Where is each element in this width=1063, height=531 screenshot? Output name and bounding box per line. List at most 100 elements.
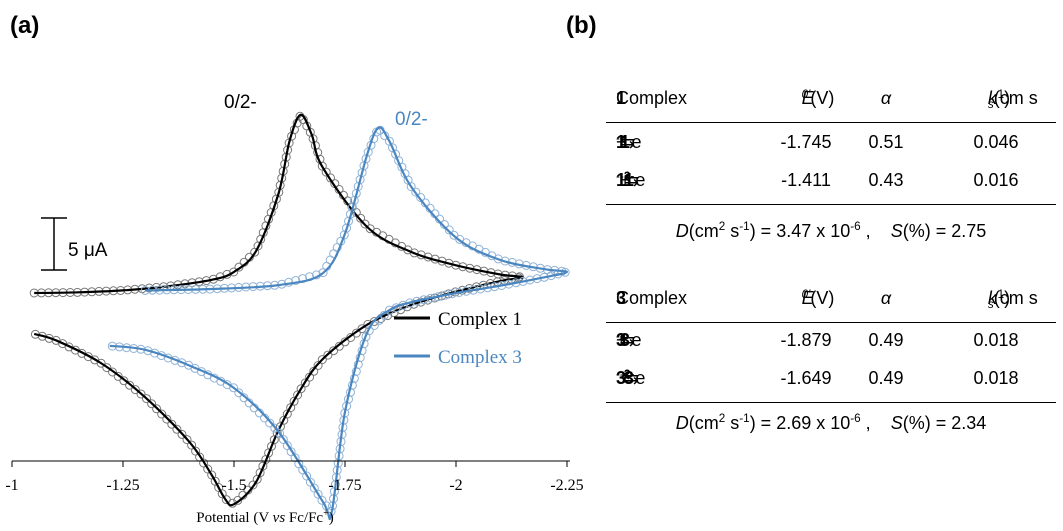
data-point xyxy=(229,267,239,277)
annotation-complex3: 0/2- xyxy=(395,109,428,130)
table-row: 3- + e- ⇆ 3 2- -1.649 0.49 0.018 xyxy=(606,368,1056,398)
data-point xyxy=(313,361,323,370)
data-point xyxy=(157,409,167,419)
header-rule xyxy=(606,122,1056,123)
data-point xyxy=(252,474,262,484)
data-point xyxy=(167,419,177,429)
x-tick-label: -1.5 xyxy=(221,477,246,494)
header-rule xyxy=(606,322,1056,323)
x-tick-label: -1.25 xyxy=(106,477,139,494)
alpha-value: 0.51 xyxy=(868,132,904,152)
data-point xyxy=(321,167,331,177)
data-point xyxy=(172,424,182,434)
data-point xyxy=(51,335,61,345)
data-point xyxy=(416,193,426,202)
legend-label-complex3: Complex 3 xyxy=(438,347,522,368)
cv-chart: -1 -1.25 -1.5 -1.75 -2 -2.25 Potential (V vs … xyxy=(5,92,584,526)
table-row: 1 + e- ⇆ 1- -1.745 0.51 0.046 xyxy=(606,132,1056,162)
ks-value: 0.018 xyxy=(973,368,1019,388)
alpha-value: 0.49 xyxy=(868,330,904,350)
annotation-complex1: 0/2- xyxy=(224,92,257,113)
data-point xyxy=(184,360,194,370)
row-rule xyxy=(606,402,1056,403)
scale-bar: 5 μA xyxy=(41,217,108,271)
header-e0: E 0′ (V) xyxy=(801,288,835,308)
reaction: 1 + e- ⇆ 1- xyxy=(616,132,642,152)
data-point xyxy=(309,366,319,376)
data-point xyxy=(300,378,310,388)
data-point xyxy=(147,399,157,409)
data-point xyxy=(187,440,197,450)
data-point xyxy=(291,276,301,285)
header-ks: k s (cm s -1) xyxy=(987,88,1038,111)
data-point xyxy=(234,388,244,398)
e0-value: -1.745 xyxy=(780,132,832,152)
data-point xyxy=(265,418,275,428)
x-tick-label: -1.75 xyxy=(328,477,361,494)
reaction: 3 + e- ⇆ 3- xyxy=(616,330,642,350)
data-point xyxy=(317,355,327,365)
table-header: Complex 1 E 0′ (V) α k s (cm s -1) xyxy=(606,88,1056,118)
data-point xyxy=(119,376,129,386)
e0-value: -1.411 xyxy=(781,170,831,190)
data-point xyxy=(248,480,258,490)
data-point xyxy=(406,182,416,192)
data-point xyxy=(356,213,366,223)
e0-value: -1.649 xyxy=(780,368,832,388)
scale-bar-label: 5 μA xyxy=(68,240,108,261)
ks-value: 0.016 xyxy=(973,170,1019,190)
table-row: 3 + e- ⇆ 3- -1.879 0.49 0.018 xyxy=(606,330,1056,360)
data-point xyxy=(203,464,213,474)
data-point xyxy=(323,350,333,360)
summary-line: D(cm2 s-1) = 2.69 x 10-6 , S(%) = 2.34 xyxy=(675,412,987,434)
legend: Complex 1 Complex 3 xyxy=(394,309,522,368)
table-row: 1- + e- ⇆ 1 2- -1.411 0.43 0.016 xyxy=(606,170,1056,200)
data-point xyxy=(142,394,151,404)
data-point xyxy=(411,187,421,197)
alpha-value: 0.49 xyxy=(868,368,904,388)
data-point xyxy=(113,371,123,381)
header-alpha: α xyxy=(880,288,892,308)
x-tick-label: -2.25 xyxy=(550,477,583,494)
x-tick-label: -1 xyxy=(5,477,18,494)
data-point xyxy=(360,219,370,229)
data-point xyxy=(239,393,249,403)
x-tick-label: -2 xyxy=(449,477,462,494)
data-point xyxy=(130,385,140,395)
data-point xyxy=(162,414,172,424)
e0-value: -1.879 xyxy=(780,330,832,350)
data-point xyxy=(108,367,117,377)
series-line-complex-3 xyxy=(109,126,569,521)
row-rule xyxy=(606,204,1056,205)
data-point xyxy=(152,404,162,414)
data-point xyxy=(270,423,280,433)
data-point xyxy=(560,267,570,277)
table-header: Complex 3 E 0′ (V) α k s (cm s -1) xyxy=(606,288,1056,318)
data-point xyxy=(182,435,192,445)
data-point xyxy=(326,173,335,183)
ks-value: 0.046 xyxy=(973,132,1019,152)
data-point xyxy=(125,380,135,390)
data-point xyxy=(177,429,187,439)
panel-label-a: (a) xyxy=(10,12,40,39)
data-point xyxy=(102,363,112,373)
data-point xyxy=(339,230,349,240)
header-alpha: α xyxy=(880,88,892,108)
data-point xyxy=(136,389,146,399)
series-layer xyxy=(29,111,570,521)
x-axis-label: Potential (V vs Fc/Fc+) xyxy=(196,508,333,526)
panel-label-b: (b) xyxy=(566,12,597,39)
header-e0: E 0′ (V) xyxy=(801,88,835,108)
ks-value: 0.018 xyxy=(973,330,1019,350)
data-point xyxy=(444,225,454,235)
alpha-value: 0.43 xyxy=(868,170,904,190)
data-point xyxy=(233,495,243,505)
data-point xyxy=(329,346,339,356)
legend-label-complex1: Complex 1 xyxy=(438,309,522,330)
data-point xyxy=(385,305,394,315)
reaction: 3- + e- ⇆ 3 2- xyxy=(616,368,646,388)
summary-line: D(cm2 s-1) = 3.47 x 10-6 , S(%) = 2.75 xyxy=(675,220,987,242)
x-ticks: -1 -1.25 -1.5 -1.75 -2 -2.25 xyxy=(5,461,584,494)
reaction: 1- + e- ⇆ 1 2- xyxy=(616,170,646,190)
data-point xyxy=(275,428,285,438)
